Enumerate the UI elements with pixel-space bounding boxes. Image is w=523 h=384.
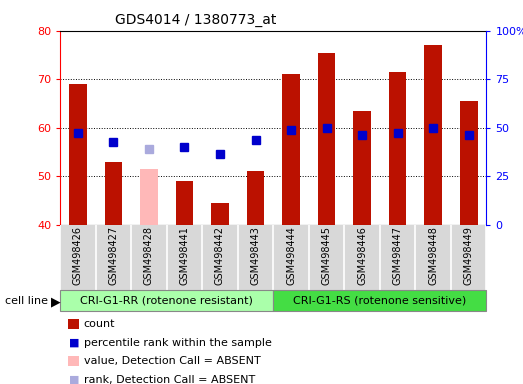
Bar [282, 74, 300, 225]
Text: GSM498426: GSM498426 [73, 226, 83, 285]
Text: ■: ■ [69, 375, 79, 384]
Bar [353, 111, 371, 225]
Bar [424, 45, 442, 225]
Text: ▶: ▶ [51, 295, 61, 308]
Bar [247, 171, 265, 225]
Text: GSM498443: GSM498443 [251, 226, 260, 285]
Bar [69, 84, 87, 225]
Text: CRI-G1-RR (rotenone resistant): CRI-G1-RR (rotenone resistant) [80, 295, 253, 306]
Text: GSM498447: GSM498447 [393, 226, 403, 285]
Text: GSM498442: GSM498442 [215, 226, 225, 285]
Bar [317, 53, 335, 225]
Bar [105, 162, 122, 225]
Bar [273, 290, 486, 311]
Text: value, Detection Call = ABSENT: value, Detection Call = ABSENT [84, 356, 260, 366]
Text: GSM498445: GSM498445 [322, 226, 332, 285]
Text: GSM498441: GSM498441 [179, 226, 189, 285]
Text: GSM498448: GSM498448 [428, 226, 438, 285]
Bar [176, 181, 194, 225]
Text: GSM498428: GSM498428 [144, 226, 154, 285]
Text: ■: ■ [69, 338, 79, 348]
Text: cell line: cell line [5, 296, 48, 306]
Text: CRI-G1-RS (rotenone sensitive): CRI-G1-RS (rotenone sensitive) [293, 295, 467, 306]
Text: percentile rank within the sample: percentile rank within the sample [84, 338, 271, 348]
Bar [60, 290, 273, 311]
Text: count: count [84, 319, 115, 329]
Text: GDS4014 / 1380773_at: GDS4014 / 1380773_at [115, 13, 277, 27]
Text: GSM498444: GSM498444 [286, 226, 296, 285]
Text: GSM498427: GSM498427 [108, 226, 118, 285]
Bar [460, 101, 477, 225]
Bar [211, 203, 229, 225]
Text: GSM498449: GSM498449 [463, 226, 474, 285]
Text: rank, Detection Call = ABSENT: rank, Detection Call = ABSENT [84, 375, 255, 384]
Text: GSM498446: GSM498446 [357, 226, 367, 285]
Bar [389, 72, 406, 225]
Bar [140, 169, 158, 225]
